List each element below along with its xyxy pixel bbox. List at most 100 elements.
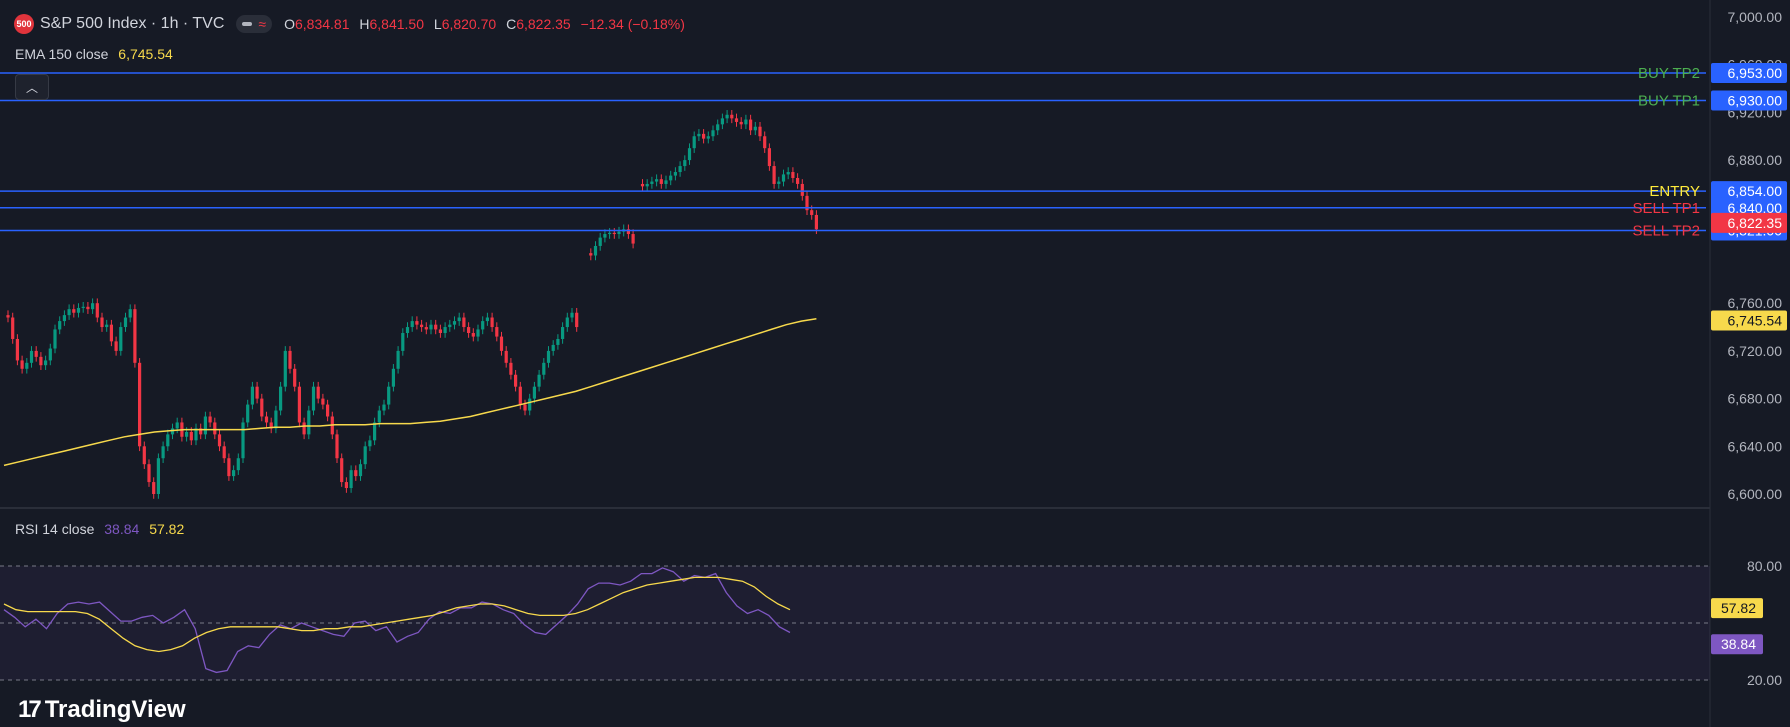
candle-body [53, 329, 57, 349]
candle-body [396, 350, 400, 369]
candle-body [626, 229, 630, 235]
candle-body [81, 306, 85, 308]
tradingview-logo[interactable]: 17 TradingView [18, 696, 186, 724]
candles [6, 110, 818, 499]
candle-body [518, 386, 522, 405]
rsi-value: 38.84 [104, 521, 140, 537]
candle-body [185, 431, 189, 437]
candle-body [11, 317, 15, 339]
candle-body [264, 416, 269, 423]
candle-body [100, 317, 104, 328]
candle-body [15, 338, 19, 361]
open-value: 6,834.81 [294, 16, 350, 32]
candle-body [217, 434, 222, 447]
candle-body [796, 177, 800, 184]
rsi-axis: 20.00 80.00 [1747, 558, 1782, 688]
price-tick-label: 6,640.00 [1728, 438, 1783, 454]
candle-body [749, 119, 753, 131]
candle-body [363, 446, 367, 465]
candle-body [598, 237, 602, 246]
candle-body [490, 317, 494, 328]
candle-body [269, 422, 273, 429]
candle-body [387, 386, 391, 405]
candle-body [772, 166, 776, 184]
level-price-tag-text: 6,953.00 [1728, 65, 1783, 81]
rsi-line [3, 567, 791, 674]
candle-body [260, 398, 264, 417]
candle-body [213, 422, 217, 435]
tradingview-logo-icon: 17 [18, 696, 42, 723]
collapse-legend-button[interactable]: ︿ [15, 74, 49, 100]
price-tick-label: 7,000.00 [1728, 9, 1783, 25]
candle-body [697, 133, 701, 137]
candle-body [791, 172, 795, 178]
candle-body [189, 431, 193, 441]
rsi-label: RSI 14 close [15, 521, 95, 537]
candle-body [725, 114, 729, 119]
minus-icon [242, 22, 253, 26]
rsi-tick-label: 20.00 [1747, 672, 1782, 688]
candle-body [161, 446, 165, 459]
price-axis-labels: 6,953.006,930.006,854.006,840.006,821.00… [1711, 63, 1787, 655]
candle-body [368, 440, 372, 447]
candle-body [608, 232, 612, 235]
ema-legend[interactable]: EMA 150 close 6,745.54 [15, 46, 173, 62]
close-key: C [506, 16, 517, 32]
candle-body [203, 416, 207, 435]
ema-line [3, 317, 817, 467]
candle-body [72, 309, 76, 313]
candle-body [354, 470, 358, 477]
low-value: 6,820.70 [441, 16, 497, 32]
candle-body [321, 398, 325, 405]
candle-body [44, 360, 48, 366]
candle-body [48, 348, 52, 361]
candle-body [405, 327, 410, 334]
candle-body [810, 210, 814, 215]
candle-body [142, 446, 146, 465]
level-price-tag [1711, 63, 1787, 84]
candle-body [415, 321, 419, 325]
candle-body [800, 183, 804, 196]
candle-body [786, 172, 790, 175]
candle-body [297, 386, 301, 423]
candle-body [730, 114, 734, 119]
candle-body [156, 458, 160, 494]
candle-body [236, 458, 240, 471]
symbol-title[interactable]: S&P 500 Index · 1h · TVC [40, 15, 225, 32]
candle-body [241, 422, 245, 459]
candle-body [311, 386, 316, 411]
ohlc-values: O6,834.81 H6,841.50 L6,820.70 C6,822.35 … [284, 16, 691, 32]
candle-body [702, 133, 706, 139]
price-tick-label: 6,880.00 [1728, 152, 1783, 168]
ema-price-tag [1711, 310, 1787, 331]
candle-body [758, 126, 762, 137]
high-value: 6,841.50 [369, 16, 425, 32]
candle-body [443, 327, 447, 334]
candle-body [95, 303, 99, 318]
candle-body [462, 317, 466, 328]
chart-type-toggle[interactable]: ≈ [236, 15, 273, 33]
rsi-legend[interactable]: RSI 14 close 38.84 57.82 [15, 521, 184, 537]
candle-body [495, 327, 499, 337]
candle-body [777, 181, 781, 184]
rsi-tick-label: 80.00 [1747, 558, 1782, 574]
price-tick-label: 6,680.00 [1728, 391, 1783, 407]
candle-body [401, 333, 405, 351]
candle-body [805, 195, 809, 211]
candle-body [420, 324, 424, 328]
candle-body [739, 121, 743, 125]
candle-body [255, 386, 259, 399]
candle-body [424, 327, 428, 330]
candle-body [476, 329, 480, 337]
candle-body [307, 410, 311, 435]
high-key: H [359, 16, 370, 32]
candle-body [481, 321, 485, 330]
candle-body [86, 306, 90, 310]
level-name: SELL TP2 [1632, 222, 1700, 239]
candle-body [716, 124, 720, 131]
candle-body [283, 350, 287, 387]
candle-body [645, 183, 649, 187]
candle-body [194, 428, 198, 441]
candle-body [20, 360, 24, 369]
